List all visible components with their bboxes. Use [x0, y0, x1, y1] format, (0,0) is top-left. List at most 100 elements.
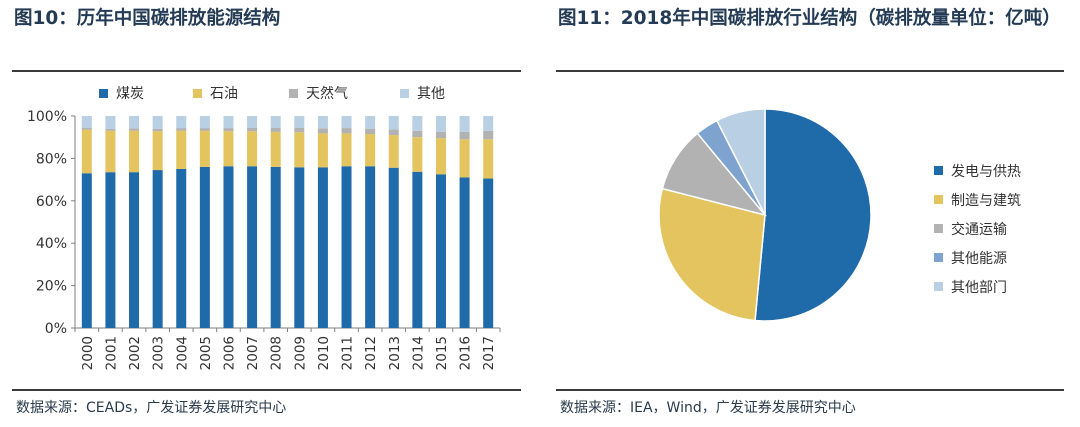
bar-segment [435, 131, 446, 139]
figure-10-bottom-rule [12, 389, 521, 391]
legend-label: 其他部门 [951, 280, 1007, 296]
x-tick-label: 2005 [198, 336, 214, 370]
bar-segment [341, 166, 352, 328]
bar-segment [105, 128, 116, 131]
bar-segment [129, 130, 140, 173]
bar-segment [388, 129, 399, 136]
figure-11-bottom-rule [556, 389, 1064, 391]
bar-segment [81, 116, 92, 128]
legend-label: 其他 [417, 86, 445, 102]
bar-segment [270, 166, 281, 328]
bar-segment [459, 139, 470, 178]
bar-segment [247, 127, 258, 132]
bar-segment [459, 177, 470, 328]
x-tick-label: 2017 [481, 336, 497, 370]
bar-segment [199, 130, 210, 167]
x-tick-label: 2011 [340, 336, 356, 370]
x-tick-label: 2007 [245, 336, 261, 370]
bar-segment [105, 130, 116, 173]
y-tick-label: 0% [45, 321, 67, 337]
x-tick-label: 2010 [316, 336, 332, 370]
bar-segment [294, 127, 305, 133]
bar-segment [223, 128, 234, 132]
bar-segment [317, 167, 328, 328]
legend-swatch [99, 89, 108, 98]
pie-slice [658, 187, 766, 322]
y-tick-label: 40% [36, 236, 67, 252]
bar-segment [341, 128, 352, 134]
bar-segment [176, 169, 187, 328]
bar-segment [176, 116, 187, 129]
legend-label: 天然气 [306, 85, 348, 102]
bar-segment [152, 128, 163, 132]
bar-segment [483, 130, 494, 140]
x-tick-label: 2012 [363, 336, 379, 370]
legend-label: 其他能源 [951, 251, 1007, 267]
bar-segment [317, 116, 328, 129]
bar-segment [365, 166, 376, 328]
bar-segment [435, 138, 446, 175]
legend-label: 制造与建筑 [951, 193, 1021, 209]
bar-segment [270, 116, 281, 128]
bar-segment [176, 128, 187, 131]
y-tick-label: 20% [36, 279, 67, 295]
bar-segment [129, 116, 140, 129]
bar-segment [294, 116, 305, 128]
x-tick-label: 2014 [410, 336, 426, 370]
bar-segment [247, 116, 258, 128]
bar-segment [365, 134, 376, 167]
legend-swatch [400, 89, 409, 98]
bar-segment [105, 116, 116, 129]
legend-label: 煤炭 [116, 86, 144, 102]
stacked-bar-chart: 0% 20% 40% 60% 80% 100% 2000 2001 2002 2003 2004 20… [27, 85, 501, 370]
bar-segment [199, 166, 210, 328]
y-tick-label: 100% [27, 109, 67, 125]
legend-label: 发电与供热 [951, 164, 1021, 180]
bar-segment [341, 133, 352, 167]
bar-segment [247, 131, 258, 167]
legend-swatch [934, 253, 943, 262]
bar-segment [223, 116, 234, 129]
bar-segment [223, 166, 234, 328]
bar-segment [317, 128, 328, 134]
x-tick-label: 2006 [221, 336, 237, 370]
bar-segment [223, 131, 234, 167]
bar-segment [317, 133, 328, 168]
bar-segment [435, 116, 446, 132]
bar-segment [483, 116, 494, 131]
pie-slice [754, 108, 872, 322]
bar-segment [459, 116, 470, 132]
bar-segment [412, 116, 423, 131]
legend-swatch [934, 224, 943, 233]
x-tick-label: 2001 [103, 336, 119, 370]
legend-label: 石油 [210, 86, 238, 102]
bar-segment [247, 166, 258, 328]
bar-segment [270, 131, 281, 167]
bar-segment [365, 116, 376, 129]
legend-swatch [934, 195, 943, 204]
x-tick-label: 2002 [127, 336, 143, 370]
bar-segment [129, 172, 140, 328]
bar-segment [294, 132, 305, 168]
bar-segment [412, 130, 423, 138]
bar-segment [388, 116, 399, 130]
bar-segment [81, 127, 92, 130]
legend-swatch [934, 282, 943, 291]
bar-segment [294, 167, 305, 328]
legend-label: 交通运输 [951, 221, 1007, 238]
x-tick-label: 2000 [80, 336, 96, 370]
bar-segment [483, 139, 494, 179]
figure-11-top-rule [556, 70, 1064, 72]
figure-10-source: 数据来源：CEADs，广发证券发展研究中心 [16, 400, 287, 416]
x-tick-label: 2013 [387, 336, 403, 370]
bar-segment [152, 131, 163, 171]
x-tick-label: 2009 [292, 336, 308, 370]
x-tick-label: 2008 [269, 336, 285, 370]
bar-segment [81, 129, 92, 174]
bar-segment [341, 116, 352, 129]
bar-segment [129, 128, 140, 131]
bar-segment [199, 116, 210, 129]
pie-slice [715, 108, 766, 216]
bar-segment [412, 171, 423, 328]
legend-swatch [934, 166, 943, 175]
